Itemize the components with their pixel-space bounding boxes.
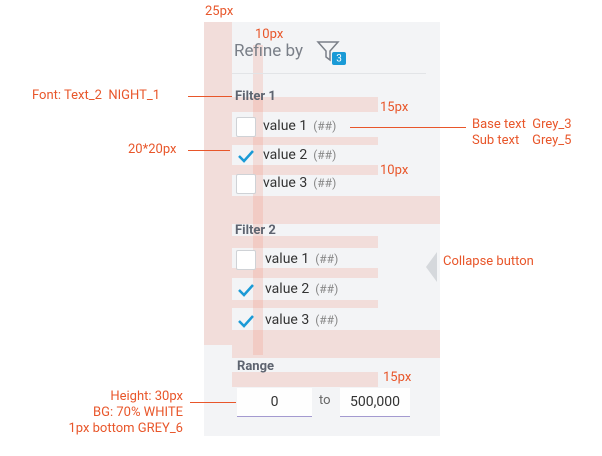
badge-count: 3: [336, 54, 342, 65]
leader-line: [188, 150, 230, 151]
spacing-overlay: [232, 137, 378, 145]
leader-line: [188, 96, 232, 97]
annotation: 1px bottom GREY_6: [68, 421, 183, 436]
option-label: value 3: [263, 175, 308, 191]
range-min-input[interactable]: 0: [237, 388, 312, 417]
spacing-overlay: [232, 330, 440, 358]
spacing-overlay: [232, 97, 378, 112]
annotation: 25px: [205, 4, 234, 19]
spacing-overlay: [204, 22, 232, 345]
annotation: 20*20px: [128, 142, 177, 157]
funnel: [316, 41, 340, 62]
spacing-overlay: [232, 165, 378, 175]
option-count: (##): [313, 119, 337, 133]
option: value 3 (##): [265, 310, 338, 330]
checkbox[interactable]: [236, 250, 256, 270]
annotation: 15px: [383, 370, 412, 385]
annotation: Base text Grey_3: [472, 117, 572, 132]
option-count: (##): [315, 313, 339, 327]
filter-title: Filter 1: [235, 89, 276, 104]
checkbox[interactable]: [236, 117, 256, 137]
annotation: 10px: [255, 27, 284, 42]
range-separator: to: [319, 393, 331, 408]
panel-title: Refine by: [234, 41, 304, 61]
filter-title: Filter 2: [235, 223, 276, 238]
option-label: value 1: [265, 251, 310, 267]
option-count: (##): [315, 252, 339, 266]
badge-bg: [332, 52, 346, 65]
annotation: Collapse button: [443, 254, 534, 269]
spacing-overlay: [232, 268, 378, 278]
option-count: (##): [313, 176, 337, 190]
option: value 1 (##): [265, 249, 338, 269]
annotation: Sub text Grey_5: [472, 133, 572, 148]
checkbox[interactable]: [236, 311, 256, 331]
checkbox[interactable]: [236, 146, 256, 166]
option: value 2 (##): [265, 279, 338, 299]
range-max-input[interactable]: 500,000: [340, 388, 410, 417]
spacing-overlay: [253, 45, 263, 355]
filter-icon[interactable]: 3: [316, 40, 350, 66]
leader-line: [350, 127, 466, 128]
spacing-overlay: [232, 236, 378, 248]
collapse-arrow: [426, 252, 437, 282]
collapse-button[interactable]: [426, 252, 438, 282]
spacing-overlay: [232, 300, 378, 308]
checkbox[interactable]: [236, 280, 256, 300]
check-mark: [238, 150, 254, 163]
option-count: (##): [313, 148, 337, 162]
check-mark: [238, 284, 254, 297]
divider: [232, 73, 426, 74]
annotation: BG: 70% WHITE: [93, 405, 183, 420]
option-label: value 3: [265, 312, 310, 328]
spacing-overlay: [232, 196, 440, 224]
leader-line: [190, 402, 236, 403]
option: value 3 (##): [263, 173, 336, 193]
option-label: value 2: [265, 281, 310, 297]
filter-panel: [204, 22, 440, 436]
annotation: Font: Text_2 NIGHT_1: [32, 88, 161, 103]
option-label: value 2: [263, 147, 308, 163]
option-label: value 1: [263, 118, 308, 134]
annotation: 10px: [380, 163, 409, 178]
range-title: Range: [237, 359, 275, 374]
checkbox[interactable]: [236, 174, 256, 194]
check-mark: [238, 315, 254, 328]
annotation: Height: 30px: [110, 389, 183, 404]
option: value 1 (##): [263, 116, 336, 136]
annotation: 15px: [380, 100, 409, 115]
option: value 2 (##): [263, 145, 336, 165]
option-count: (##): [315, 282, 339, 296]
spacing-overlay: [232, 372, 378, 387]
